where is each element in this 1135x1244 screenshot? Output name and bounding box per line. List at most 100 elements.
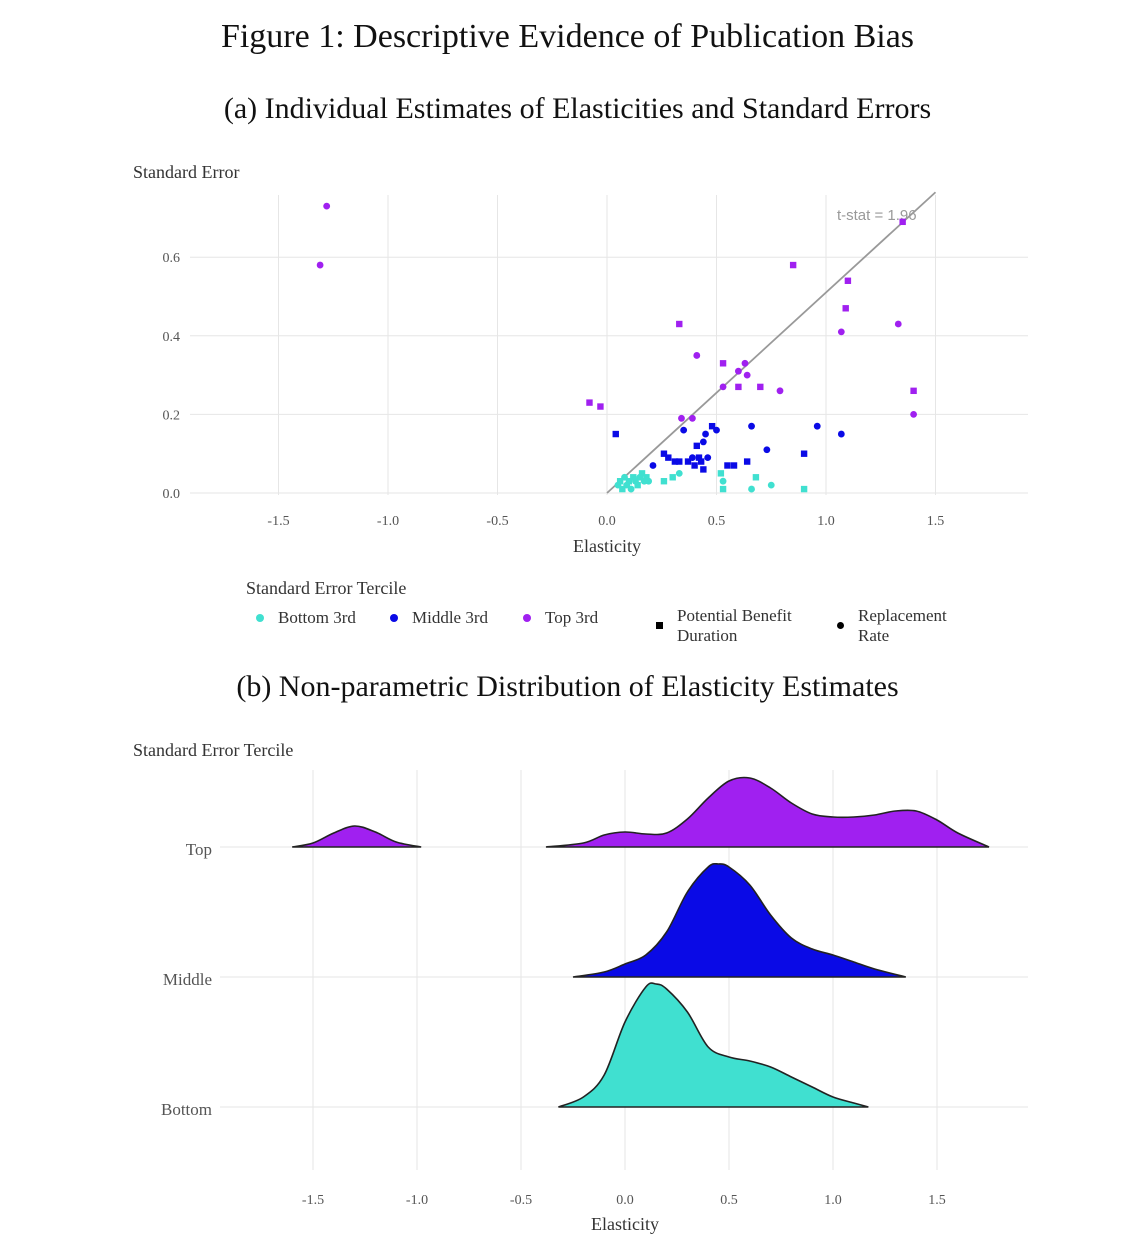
x-tick-label: 1.0 <box>817 514 835 529</box>
point-top-square <box>910 387 917 395</box>
scatter-chart: Standard Error t-stat = 1.96 -1.5 -1.0 -0.… <box>133 162 1028 556</box>
y-axis-title-b: Standard Error Tercile <box>133 740 293 760</box>
y-tick-label-b: Bottom <box>161 1100 212 1119</box>
y-axis-title: Standard Error <box>133 162 239 182</box>
point-top-circle <box>678 414 685 422</box>
point-top-square <box>735 383 742 391</box>
x-tick-label-b: 0.5 <box>720 1193 738 1208</box>
point-top-circle <box>735 367 742 375</box>
legend: Standard Error Tercile Bottom 3rd Middle… <box>246 578 1006 648</box>
point-middle-circle <box>813 422 821 430</box>
point-middle-square <box>612 430 619 438</box>
panel-b-title: (b) Non-parametric Distribution of Elast… <box>236 670 899 703</box>
point-middle-square <box>693 442 700 450</box>
x-tick-label: 1.5 <box>927 514 945 529</box>
point-middle-square <box>684 458 692 465</box>
point-middle-circle <box>763 446 771 454</box>
point-bottom-square <box>630 474 637 481</box>
legend-swatch-bottom <box>256 614 264 622</box>
point-bottom-circle <box>767 481 775 489</box>
legend-item-middle: Middle 3rd <box>390 608 488 628</box>
point-top-square <box>789 261 797 269</box>
point-top-circle <box>323 202 331 210</box>
legend-swatch-top <box>523 614 531 622</box>
point-middle-square <box>730 462 738 469</box>
legend-item-bottom: Bottom 3rd <box>256 608 356 628</box>
point-top-circle <box>776 387 784 395</box>
x-axis-title-b: Elasticity <box>591 1214 659 1234</box>
x-tick-label: -1.0 <box>377 514 399 529</box>
point-top-square <box>899 218 906 226</box>
point-bottom-square <box>619 485 626 493</box>
point-middle-circle <box>680 426 688 434</box>
point-middle-square <box>700 466 707 473</box>
point-middle-square <box>676 458 683 465</box>
point-bottom-circle <box>675 469 683 477</box>
point-top-square <box>719 360 727 367</box>
legend-label-square-line2: Duration <box>677 626 738 645</box>
point-middle-square <box>697 458 705 465</box>
point-top-circle <box>894 320 902 328</box>
y-tick-label: 0.0 <box>163 487 181 502</box>
x-tick-label-b: -1.5 <box>302 1193 324 1208</box>
point-top-square <box>676 320 683 328</box>
tick-labels: -1.5 -1.0 -0.5 0.0 0.5 1.0 1.5 0.0 0.2 0.4 0.6 <box>163 251 945 529</box>
y-tick-label-b: Middle <box>163 970 212 989</box>
panel-a-title: (a) Individual Estimates of Elasticities… <box>223 92 932 125</box>
point-middle-circle <box>702 430 709 438</box>
ridges-group <box>292 776 990 1108</box>
point-middle-square <box>671 458 679 465</box>
point-bottom-circle <box>719 477 727 485</box>
point-bottom-circle <box>645 477 653 485</box>
point-bottom-square <box>719 485 727 493</box>
x-axis-title: Elasticity <box>573 536 641 556</box>
x-tick-label: -0.5 <box>486 514 508 529</box>
legend-item-square: Potential Benefit Duration <box>656 606 792 646</box>
point-middle-square <box>695 454 703 461</box>
point-top-square <box>844 277 852 284</box>
point-top-square <box>586 399 593 406</box>
x-tick-label-b: 1.5 <box>928 1193 946 1208</box>
tick-labels-b: -1.5 -1.0 -0.5 0.0 0.5 1.0 1.5 Top Middle Bottom <box>161 840 946 1208</box>
x-tick-label-b: 1.0 <box>824 1193 842 1208</box>
x-tick-label-b: -0.5 <box>510 1193 532 1208</box>
x-tick-label: 0.5 <box>708 514 726 529</box>
y-tick-label-b: Top <box>186 840 212 859</box>
point-bottom-square <box>669 474 676 481</box>
legend-swatch-square <box>656 622 663 629</box>
point-middle-square <box>665 454 672 461</box>
point-bottom-square <box>616 478 624 485</box>
x-tick-label: -1.5 <box>267 514 289 529</box>
point-middle-circle <box>689 454 696 462</box>
point-top-square <box>842 305 849 312</box>
point-top-circle <box>719 383 727 391</box>
point-middle-square <box>800 450 808 457</box>
point-middle-circle <box>704 454 712 462</box>
point-top-circle <box>693 352 701 359</box>
legend-label-circle-line1: Replacement <box>858 606 947 625</box>
legend-label-bottom: Bottom 3rd <box>278 608 356 627</box>
legend-title: Standard Error Tercile <box>246 578 407 598</box>
point-middle-square <box>691 462 698 469</box>
point-top-circle <box>837 328 845 336</box>
legend-label-circle: Replacement Rate <box>858 606 947 646</box>
ridge-middle <box>572 862 906 978</box>
ridge-top <box>292 825 422 848</box>
point-top-circle <box>910 411 917 418</box>
point-bottom-square <box>752 474 760 481</box>
legend-label-top: Top 3rd <box>545 608 599 627</box>
y-tick-label: 0.4 <box>163 330 181 345</box>
y-tick-label: 0.2 <box>163 408 181 423</box>
point-top-square <box>597 403 604 410</box>
legend-label-square: Potential Benefit Duration <box>677 606 792 646</box>
point-middle-circle <box>837 430 845 438</box>
x-tick-label-b: -1.0 <box>406 1193 428 1208</box>
ridge-top <box>545 776 990 848</box>
point-middle-square <box>708 422 716 430</box>
legend-item-top: Top 3rd <box>523 608 598 628</box>
point-middle-circle <box>699 438 707 446</box>
legend-swatch-middle <box>390 614 398 622</box>
y-tick-label: 0.6 <box>163 251 181 266</box>
reference-line: t-stat = 1.96 <box>606 191 937 494</box>
figure-title: Figure 1: Descriptive Evidence of Public… <box>220 18 915 55</box>
